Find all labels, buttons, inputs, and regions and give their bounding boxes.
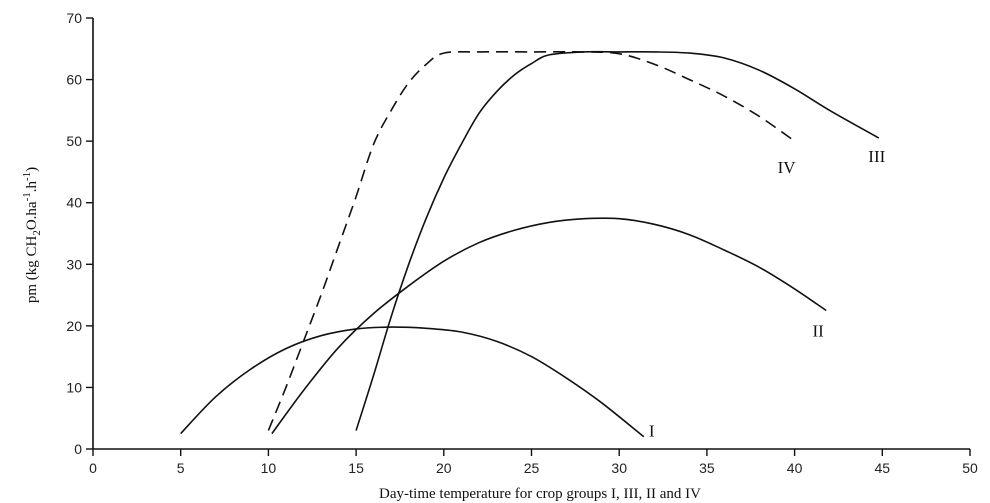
x-tick-label: 20 bbox=[436, 460, 452, 476]
y-tick-label: 30 bbox=[66, 256, 82, 272]
curves bbox=[180, 50, 880, 438]
x-tick-label: 5 bbox=[177, 460, 185, 476]
y-tick-label: 20 bbox=[66, 318, 82, 334]
x-tick-label: 50 bbox=[962, 460, 978, 476]
series-label-iii: III bbox=[868, 147, 885, 166]
y-tick-label: 70 bbox=[66, 10, 82, 26]
x-tick-label: 30 bbox=[611, 460, 627, 476]
x-tick-label: 45 bbox=[875, 460, 891, 476]
y-axis-title-part: .h bbox=[24, 181, 40, 193]
x-tick-label: 15 bbox=[348, 460, 364, 476]
y-tick-label: 10 bbox=[66, 379, 82, 395]
x-axis-title: Day-time temperature for crop groups I, … bbox=[379, 486, 701, 502]
series-line-iv bbox=[267, 50, 796, 431]
x-tick-label: 10 bbox=[261, 460, 277, 476]
y-axis-title-part: ) bbox=[24, 167, 40, 172]
axes bbox=[92, 18, 970, 450]
y-axis-title: pm (kg CH2O.ha-1.h-1) bbox=[21, 167, 43, 303]
x-tick-label: 0 bbox=[89, 460, 97, 476]
y-tick-label: 40 bbox=[66, 195, 82, 211]
x-tick-label: 40 bbox=[787, 460, 803, 476]
y-axis-title-part: 2 bbox=[31, 230, 43, 236]
series-line-iii bbox=[355, 50, 880, 431]
ticks: 0 5 10 15 20 25 30 35 40 45 50 0 10 20 30 40 50 60 70 bbox=[66, 10, 978, 476]
series-line-ii bbox=[271, 217, 827, 435]
x-tick-label: 25 bbox=[524, 460, 540, 476]
y-tick-label: 0 bbox=[74, 441, 82, 457]
y-axis-title-part: -1 bbox=[21, 192, 33, 201]
x-tick-label: 35 bbox=[699, 460, 715, 476]
y-axis-title-part: pm (kg CH bbox=[24, 236, 40, 304]
series-label-iv: IV bbox=[778, 158, 797, 177]
y-axis-title-part: -1 bbox=[21, 172, 33, 181]
series-label-ii: II bbox=[813, 321, 825, 340]
series-label-i: I bbox=[649, 422, 655, 441]
y-axis-title-part: O.ha bbox=[24, 201, 40, 230]
series-line-i bbox=[180, 326, 645, 438]
y-tick-label: 50 bbox=[66, 133, 82, 149]
y-tick-label: 60 bbox=[66, 72, 82, 88]
